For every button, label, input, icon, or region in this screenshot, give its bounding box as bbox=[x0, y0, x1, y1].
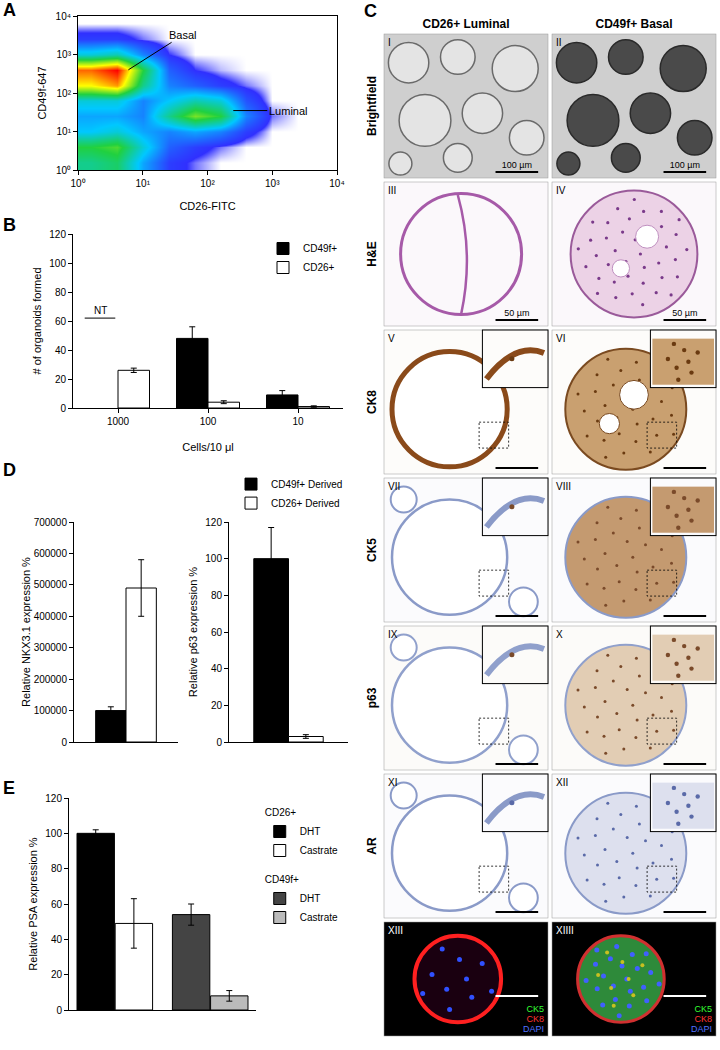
svg-text:120: 120 bbox=[45, 793, 62, 804]
html-text:B: B bbox=[3, 215, 16, 235]
svg-text:CD26+ Derived: CD26+ Derived bbox=[271, 498, 340, 509]
svg-text:V: V bbox=[388, 333, 395, 344]
svg-text:10⁴: 10⁴ bbox=[329, 178, 344, 189]
svg-text:XII: XII bbox=[556, 777, 568, 788]
svg-text:III: III bbox=[388, 185, 396, 196]
svg-text:80: 80 bbox=[55, 287, 67, 298]
svg-text:0: 0 bbox=[60, 403, 66, 414]
svg-text:XI: XI bbox=[388, 777, 397, 788]
svg-text:0: 0 bbox=[216, 737, 222, 748]
svg-text:CD26-FITC: CD26-FITC bbox=[179, 200, 235, 212]
svg-text:Castrate: Castrate bbox=[300, 845, 338, 856]
svg-text:100 µm: 100 µm bbox=[502, 160, 532, 170]
svg-text:CD26+: CD26+ bbox=[303, 262, 335, 273]
html-text:A: A bbox=[3, 0, 16, 20]
svg-text:600000: 600000 bbox=[34, 548, 68, 559]
svg-text:XIII: XIII bbox=[388, 925, 403, 936]
svg-text:60: 60 bbox=[51, 899, 63, 910]
svg-text:CK8: CK8 bbox=[365, 390, 379, 414]
svg-text:0: 0 bbox=[56, 1005, 62, 1016]
svg-text:CK5: CK5 bbox=[526, 1004, 544, 1014]
svg-text:100: 100 bbox=[49, 258, 66, 269]
svg-text:10²: 10² bbox=[200, 178, 215, 189]
svg-text:CD49f+: CD49f+ bbox=[303, 243, 337, 254]
svg-text:IV: IV bbox=[556, 185, 566, 196]
svg-text:100: 100 bbox=[205, 553, 222, 564]
svg-text:20: 20 bbox=[55, 374, 67, 385]
svg-text:1000: 1000 bbox=[107, 416, 130, 427]
svg-text:DHT: DHT bbox=[300, 893, 321, 904]
svg-text:X: X bbox=[556, 629, 563, 640]
svg-text:CD26+ Luminal: CD26+ Luminal bbox=[422, 17, 509, 31]
svg-text:CD26+: CD26+ bbox=[265, 807, 297, 818]
svg-text:60: 60 bbox=[55, 316, 67, 327]
svg-text:Cells/10 μl: Cells/10 μl bbox=[182, 441, 234, 453]
svg-text:100000: 100000 bbox=[34, 705, 68, 716]
html-text:E: E bbox=[3, 778, 15, 798]
svg-text:Luminal: Luminal bbox=[269, 105, 308, 117]
svg-text:10⁰: 10⁰ bbox=[56, 165, 71, 176]
svg-text:10²: 10² bbox=[57, 88, 72, 99]
svg-text:100: 100 bbox=[45, 828, 62, 839]
svg-text:200000: 200000 bbox=[34, 674, 68, 685]
svg-text:20: 20 bbox=[211, 700, 223, 711]
svg-text:VI: VI bbox=[556, 333, 565, 344]
svg-text:50 µm: 50 µm bbox=[504, 308, 529, 318]
svg-text:DAPI: DAPI bbox=[523, 1024, 544, 1034]
svg-text:II: II bbox=[556, 37, 562, 48]
svg-text:Castrate: Castrate bbox=[300, 912, 338, 923]
svg-text:10³: 10³ bbox=[265, 178, 280, 189]
svg-text:100 µm: 100 µm bbox=[670, 160, 700, 170]
svg-text:Relative NKX3.1 expression %: Relative NKX3.1 expression % bbox=[20, 557, 32, 707]
svg-text:500000: 500000 bbox=[34, 579, 68, 590]
svg-text:NT: NT bbox=[94, 305, 107, 316]
svg-text:20: 20 bbox=[51, 969, 63, 980]
svg-text:# of organoids formed: # of organoids formed bbox=[31, 267, 43, 374]
svg-text:400000: 400000 bbox=[34, 611, 68, 622]
svg-text:40: 40 bbox=[211, 663, 223, 674]
svg-text:IX: IX bbox=[388, 629, 398, 640]
svg-text:10⁰: 10⁰ bbox=[70, 178, 85, 189]
svg-text:CD49f+ Derived: CD49f+ Derived bbox=[271, 479, 342, 490]
svg-text:CK8: CK8 bbox=[694, 1014, 712, 1024]
svg-text:CD49f-647: CD49f-647 bbox=[36, 66, 48, 119]
svg-text:CK5: CK5 bbox=[694, 1004, 712, 1014]
svg-text:CD49f+: CD49f+ bbox=[265, 874, 299, 885]
svg-text:10: 10 bbox=[292, 416, 304, 427]
svg-text:40: 40 bbox=[55, 345, 67, 356]
svg-text:AR: AR bbox=[365, 837, 379, 855]
svg-text:120: 120 bbox=[49, 229, 66, 240]
svg-text:80: 80 bbox=[211, 590, 223, 601]
svg-text:I: I bbox=[388, 37, 391, 48]
svg-text:700000: 700000 bbox=[34, 517, 68, 528]
svg-text:10³: 10³ bbox=[57, 49, 72, 60]
svg-text:40: 40 bbox=[51, 934, 63, 945]
svg-text:H&E: H&E bbox=[365, 241, 379, 266]
svg-text:120: 120 bbox=[205, 517, 222, 528]
svg-text:VII: VII bbox=[388, 481, 400, 492]
svg-text:p63: p63 bbox=[365, 687, 379, 708]
svg-text:50 µm: 50 µm bbox=[672, 308, 697, 318]
svg-text:DAPI: DAPI bbox=[691, 1024, 712, 1034]
svg-text:CK5: CK5 bbox=[365, 538, 379, 562]
svg-text:0: 0 bbox=[61, 737, 67, 748]
svg-text:80: 80 bbox=[51, 863, 63, 874]
svg-text:C: C bbox=[364, 1, 377, 21]
svg-text:10¹: 10¹ bbox=[136, 178, 151, 189]
svg-text:Relative p63 expression %: Relative p63 expression % bbox=[187, 567, 199, 697]
svg-text:Relative PSA expression %: Relative PSA expression % bbox=[27, 837, 39, 971]
svg-text:VIII: VIII bbox=[556, 481, 571, 492]
svg-text:10¹: 10¹ bbox=[57, 126, 72, 137]
svg-text:Basal: Basal bbox=[169, 29, 197, 41]
svg-text:60: 60 bbox=[211, 627, 223, 638]
svg-text:100: 100 bbox=[200, 416, 217, 427]
svg-text:DHT: DHT bbox=[300, 826, 321, 837]
svg-text:CK8: CK8 bbox=[526, 1014, 544, 1024]
html-text:D: D bbox=[3, 460, 16, 480]
svg-text:10⁴: 10⁴ bbox=[56, 11, 71, 22]
svg-text:Brightfield: Brightfield bbox=[365, 76, 379, 136]
svg-text:CD49f+ Basal: CD49f+ Basal bbox=[595, 17, 672, 31]
svg-text:300000: 300000 bbox=[34, 642, 68, 653]
svg-text:XIIII: XIIII bbox=[556, 925, 574, 936]
